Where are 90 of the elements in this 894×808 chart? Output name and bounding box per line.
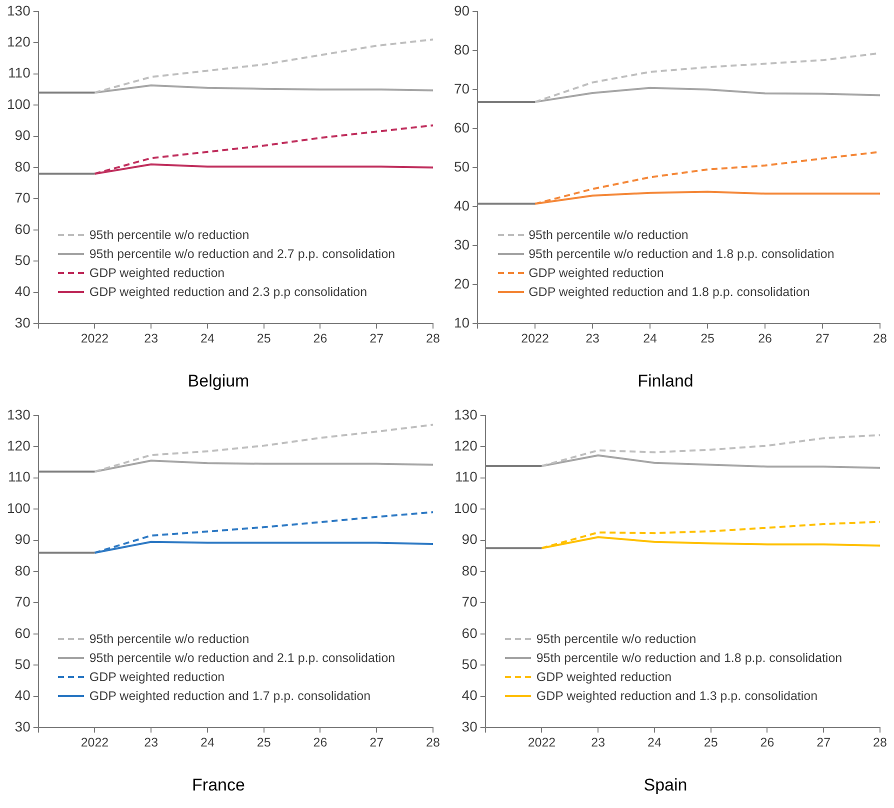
y-tick-label: 110 <box>8 64 31 81</box>
x-tick-label: 27 <box>370 736 384 750</box>
x-tick-label: 28 <box>873 332 887 346</box>
y-tick-label: 80 <box>14 562 31 578</box>
x-tick-label: 2022 <box>528 736 556 750</box>
y-tick-label: 20 <box>454 275 470 292</box>
x-tick-label: 26 <box>313 332 328 346</box>
y-tick-label: 60 <box>14 624 31 641</box>
legend-label: 95th percentile w/o reduction <box>89 630 250 648</box>
x-tick-label: 27 <box>370 332 384 346</box>
text: France <box>192 775 245 794</box>
legend-label: GDP weighted reduction <box>536 668 672 686</box>
y-tick-label: 10 <box>454 314 470 330</box>
x-tick-label: 24 <box>643 332 658 346</box>
x-tick-label: 2022 <box>80 332 109 346</box>
y-tick-label: 40 <box>454 197 470 214</box>
y-tick-label: 40 <box>462 687 478 704</box>
y-tick-label: 60 <box>454 119 470 136</box>
y-tick-label: 80 <box>462 562 478 578</box>
text: Finland <box>638 371 694 390</box>
x-tick-label: 2022 <box>521 332 550 346</box>
legend-label: 95th percentile w/o reduction <box>528 226 688 244</box>
y-tick-label: 80 <box>454 41 470 58</box>
legend-label: GDP weighted reduction and 1.7 p.p. consolidation <box>89 688 371 705</box>
x-tick-label: 27 <box>816 736 831 750</box>
y-tick-label: 60 <box>14 220 31 237</box>
y-tick-label: 120 <box>454 437 478 454</box>
legend-label: GDP weighted reduction <box>89 668 225 686</box>
y-tick-label: 100 <box>7 500 31 516</box>
x-tick-label: 26 <box>758 332 772 346</box>
y-tick-label: 50 <box>462 656 478 672</box>
y-tick-label: 130 <box>7 406 31 422</box>
y-tick-label: 80 <box>14 158 31 174</box>
y-tick-label: 90 <box>454 2 470 18</box>
x-tick-label: 28 <box>426 332 440 346</box>
legend-label: GDP weighted reduction <box>528 264 664 282</box>
legend-label: 95th percentile w/o reduction and 1.8 p.p. consolidation <box>528 246 834 263</box>
x-tick-label: 28 <box>426 736 440 750</box>
x-tick-label: 25 <box>704 736 718 750</box>
y-tick-label: 70 <box>14 190 31 206</box>
y-tick-label: 30 <box>14 718 31 734</box>
y-tick-label: 110 <box>8 468 31 485</box>
x-tick-label: 25 <box>700 332 715 346</box>
y-tick-label: 130 <box>7 2 31 18</box>
y-tick-label: 30 <box>462 718 478 734</box>
y-tick-label: 100 <box>7 96 31 112</box>
y-tick-label: 120 <box>7 33 31 50</box>
legend-label: GDP weighted reduction <box>89 264 225 282</box>
x-tick-label: 27 <box>816 332 830 346</box>
y-tick-label: 50 <box>14 252 31 268</box>
x-tick-label: 28 <box>873 736 887 750</box>
x-tick-label: 23 <box>144 736 158 750</box>
x-tick-label: 26 <box>760 736 774 750</box>
x-tick-label: 26 <box>313 736 328 750</box>
x-tick-label: 23 <box>586 332 600 346</box>
y-tick-label: 110 <box>455 468 478 485</box>
y-tick-label: 70 <box>14 594 31 610</box>
text: Spain <box>644 775 688 794</box>
legend-label: GDP weighted reduction and 1.3 p.p. consolidation <box>536 688 818 705</box>
text: Belgium <box>188 371 250 390</box>
y-tick-label: 90 <box>14 531 31 548</box>
legend-label: 95th percentile w/o reduction <box>536 630 696 648</box>
y-tick-label: 70 <box>462 594 478 610</box>
y-tick-label: 50 <box>454 158 470 174</box>
x-tick-label: 24 <box>200 736 214 750</box>
y-tick-label: 70 <box>454 80 470 96</box>
y-tick-label: 130 <box>454 406 478 422</box>
x-tick-label: 24 <box>648 736 662 750</box>
y-tick-label: 30 <box>14 314 31 330</box>
y-tick-label: 60 <box>462 624 478 641</box>
legend-label: 95th percentile w/o reduction and 2.7 p.p. consolidation <box>89 246 396 263</box>
x-tick-label: 2022 <box>80 736 109 750</box>
x-tick-label: 24 <box>200 332 214 346</box>
legend-label: 95th percentile w/o reduction and 1.8 p.p. consolidation <box>536 650 842 667</box>
y-tick-label: 50 <box>14 656 31 672</box>
y-tick-label: 120 <box>7 437 31 454</box>
x-tick-label: 25 <box>256 736 271 750</box>
y-tick-label: 40 <box>14 687 31 704</box>
legend-label: GDP weighted reduction and 2.3 p.p consolidation <box>89 284 368 301</box>
y-tick-label: 30 <box>454 236 470 252</box>
y-tick-label: 40 <box>14 283 31 300</box>
legend-label: 95th percentile w/o reduction and 2.1 p.p. consolidation <box>89 650 396 667</box>
legend-label: GDP weighted reduction and 1.8 p.p. consolidation <box>528 284 810 301</box>
x-tick-label: 23 <box>144 332 158 346</box>
y-tick-label: 90 <box>462 531 478 548</box>
x-tick-label: 25 <box>256 332 271 346</box>
x-tick-label: 23 <box>591 736 606 750</box>
y-tick-label: 90 <box>14 127 31 144</box>
y-tick-label: 100 <box>454 500 478 516</box>
legend-label: 95th percentile w/o reduction <box>89 226 250 244</box>
